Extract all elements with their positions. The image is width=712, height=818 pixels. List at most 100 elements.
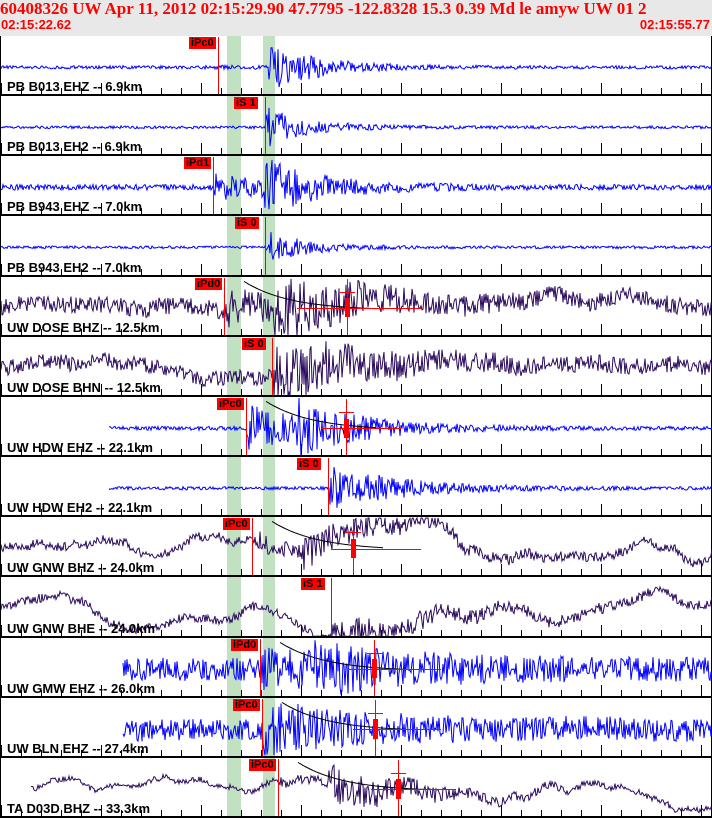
highlight-band-p-window	[227, 36, 241, 97]
axis-tick-minor	[341, 509, 342, 516]
phase-pick-label[interactable]: iPc0	[223, 518, 250, 531]
axis-tick-minor	[261, 509, 262, 516]
axis-tick-minor	[661, 689, 662, 696]
phase-pick-label[interactable]: iS 1	[301, 578, 325, 591]
trace-panel[interactable]: iPd0 UW DOSE BHZ -- 12.5km	[1, 276, 712, 337]
axis-tick-major	[501, 83, 502, 95]
phase-pick-line[interactable]	[246, 397, 247, 457]
axis-tick-minor	[161, 88, 162, 95]
phase-pick-label[interactable]: iPc0	[249, 758, 276, 771]
axis-tick-minor	[461, 809, 462, 816]
axis-tick-minor	[661, 328, 662, 335]
axis-tick-minor	[61, 208, 62, 215]
trace-panel[interactable]: iPc0 TA D03D BHZ -- 33.3km	[1, 757, 712, 818]
phase-pick-line[interactable]	[218, 37, 219, 96]
axis-tick-major	[601, 684, 602, 696]
time-axis	[1, 334, 712, 337]
phase-pick-line[interactable]	[260, 638, 261, 697]
phase-pick-label[interactable]: iPc0	[233, 698, 260, 711]
trace-panel[interactable]: iS 1 UW GNW BHE -- 24.0km	[1, 577, 712, 638]
phase-pick-line[interactable]	[331, 578, 332, 637]
phase-pick-label[interactable]: iS 0	[235, 217, 259, 230]
axis-tick-minor	[421, 809, 422, 816]
phase-pick-line[interactable]	[252, 518, 253, 577]
axis-tick-minor	[461, 208, 462, 215]
axis-tick-major	[201, 143, 202, 155]
axis-tick-major	[401, 83, 402, 95]
trace-panel[interactable]: iPc0 UW HDW EHZ -- 22.1km	[1, 396, 712, 458]
axis-tick-minor	[21, 809, 22, 816]
axis-tick-major	[701, 203, 702, 215]
axis-tick-minor	[61, 689, 62, 696]
axis-tick-minor	[541, 509, 542, 516]
axis-tick-major	[1, 263, 2, 275]
axis-tick-minor	[321, 388, 322, 395]
trace-panel[interactable]: iS 1 PB B013 EH2 -- 6.9km	[1, 96, 712, 157]
trace-panel[interactable]: iPd0 UW GMW EHZ -- 26.0km	[1, 637, 712, 698]
trace-panel[interactable]: iS 0 PB B943 EH2 -- 7.0km	[1, 216, 712, 277]
axis-tick-major	[701, 263, 702, 275]
axis-tick-minor	[241, 689, 242, 696]
axis-tick-minor	[61, 749, 62, 756]
axis-tick-major	[401, 263, 402, 275]
axis-tick-minor	[441, 268, 442, 275]
phase-pick-label[interactable]: iPd1	[184, 157, 212, 170]
axis-tick-minor	[161, 509, 162, 516]
axis-tick-minor	[381, 148, 382, 155]
axis-tick-minor	[621, 88, 622, 95]
axis-tick-major	[101, 684, 102, 696]
phase-pick-label[interactable]: iS 0	[297, 458, 321, 471]
axis-tick-minor	[541, 148, 542, 155]
axis-tick-minor	[661, 629, 662, 636]
phase-pick-label[interactable]: iPd0	[195, 277, 223, 290]
trace-panel[interactable]: iPc0 UW BLN EHZ -- 27.4km	[1, 697, 712, 758]
axis-tick-major	[701, 804, 702, 816]
amplitude-marker-cap	[391, 772, 406, 774]
amplitude-marker-bar	[396, 779, 401, 799]
trace-panel[interactable]: iPd1 PB B943 EHZ -- 7.0km	[1, 156, 712, 217]
axis-tick-minor	[41, 388, 42, 395]
trace-panel[interactable]: iPc0 PB B013 EHZ -- 6.9km	[1, 36, 712, 97]
phase-pick-line[interactable]	[262, 698, 263, 757]
phase-pick-line[interactable]	[265, 217, 266, 276]
axis-tick-minor	[121, 509, 122, 516]
phase-pick-line[interactable]	[265, 97, 266, 156]
trace-panel[interactable]: iPc0 UW GNW BHZ -- 24.0km	[1, 517, 712, 578]
highlight-band-s-window	[263, 36, 275, 97]
axis-tick-minor	[321, 328, 322, 335]
axis-tick-major	[1, 744, 2, 756]
axis-tick-major	[101, 444, 102, 456]
axis-tick-minor	[541, 809, 542, 816]
phase-pick-line[interactable]	[278, 758, 279, 817]
axis-tick-minor	[81, 388, 82, 395]
highlight-band-p-window	[227, 216, 241, 277]
phase-pick-line[interactable]	[328, 458, 329, 517]
axis-tick-major	[301, 804, 302, 816]
phase-pick-label[interactable]: iS 0	[242, 337, 266, 350]
axis-tick-minor	[221, 749, 222, 756]
axis-tick-minor	[181, 629, 182, 636]
axis-tick-minor	[421, 629, 422, 636]
axis-tick-minor	[481, 749, 482, 756]
axis-tick-minor	[121, 449, 122, 456]
phase-pick-label[interactable]: iPd0	[231, 638, 259, 651]
axis-tick-minor	[421, 328, 422, 335]
phase-pick-line[interactable]	[272, 337, 273, 396]
axis-tick-minor	[261, 569, 262, 576]
phase-pick-label[interactable]: iPc0	[189, 37, 216, 49]
phase-pick-label[interactable]: iPc0	[217, 397, 244, 410]
trace-panels[interactable]: iPc0 PB B013 EHZ -- 6.9km iS 1 PB B013 EH2 …	[0, 36, 712, 818]
event-header-line: 60408326 UW Apr 11, 2012 02:15:29.90 47.…	[0, 0, 647, 18]
phase-pick-line[interactable]	[224, 277, 225, 336]
trace-panel[interactable]: iS 0 UW HDW EH2 -- 22.1km	[1, 457, 712, 518]
trace-panel[interactable]: iS 0 UW DOSE BHN -- 12.5km	[1, 336, 712, 397]
axis-tick-minor	[121, 388, 122, 395]
phase-pick-line[interactable]	[213, 157, 214, 216]
axis-tick-minor	[541, 569, 542, 576]
axis-tick-major	[601, 143, 602, 155]
axis-tick-minor	[681, 208, 682, 215]
phase-pick-label[interactable]: iS 1	[234, 97, 258, 110]
axis-tick-minor	[81, 509, 82, 516]
axis-tick-minor	[441, 689, 442, 696]
axis-tick-minor	[541, 689, 542, 696]
